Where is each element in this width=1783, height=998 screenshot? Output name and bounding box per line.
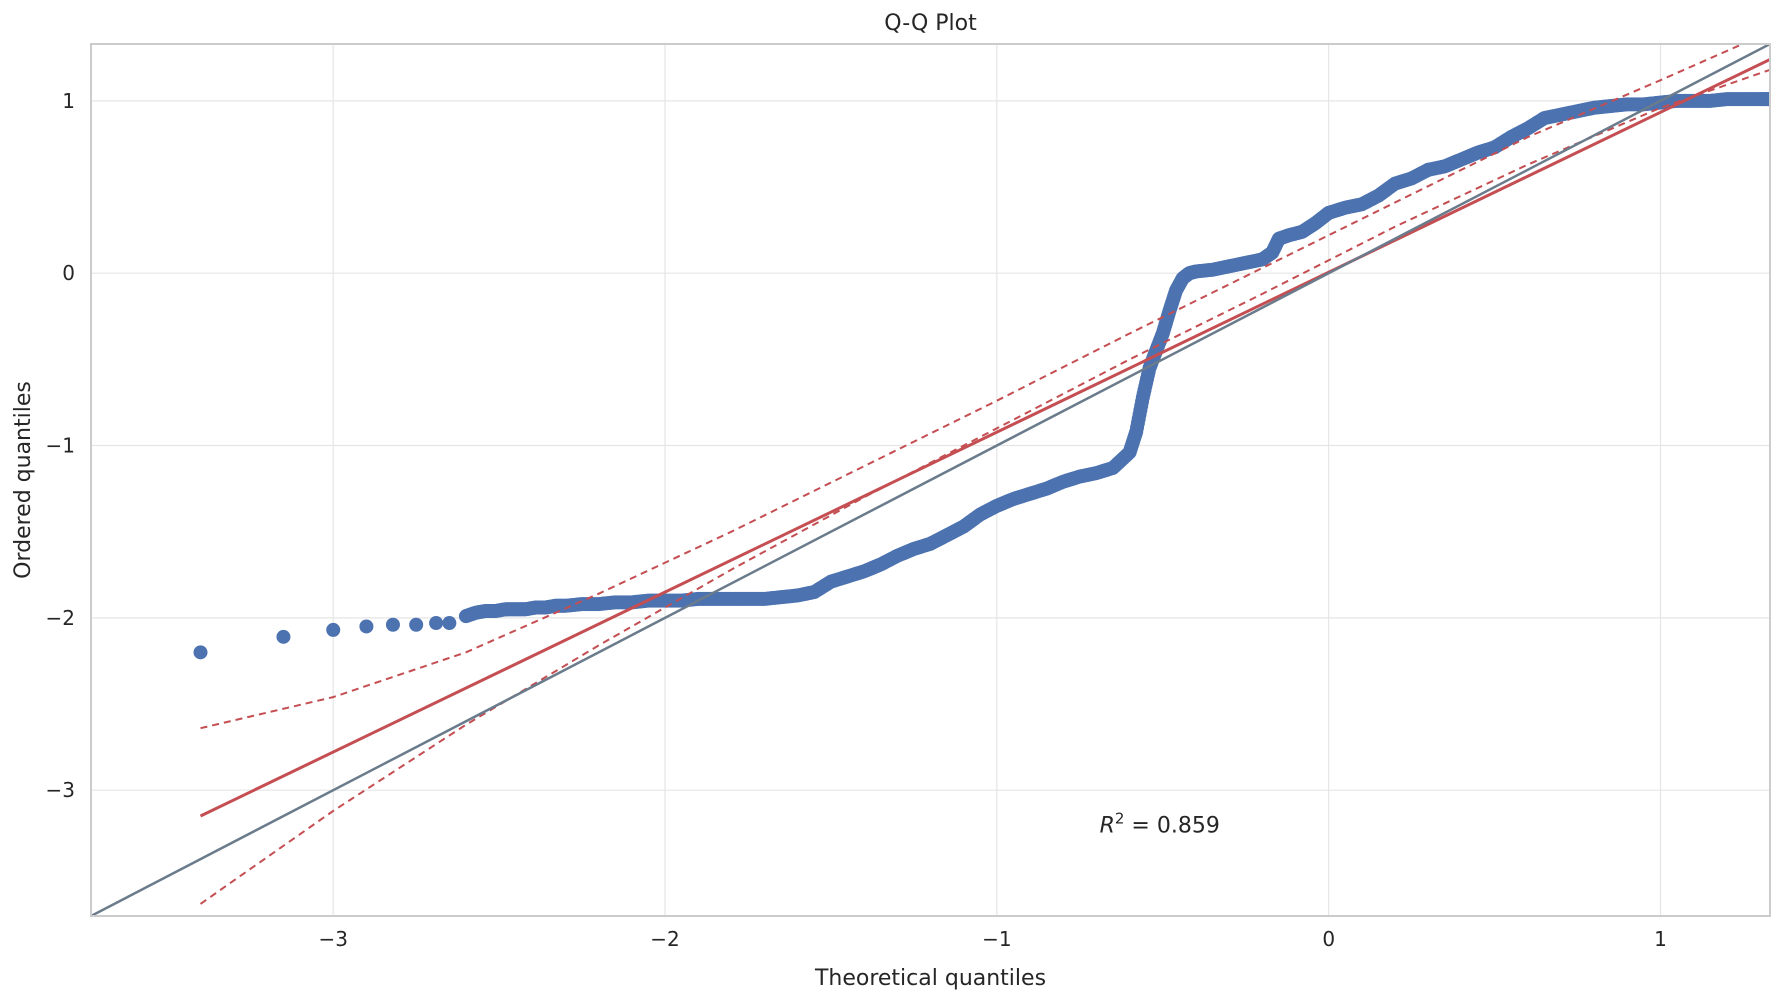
sample-point <box>385 617 400 632</box>
y-tick-label: 0 <box>62 261 75 285</box>
reference-identity-line <box>91 44 1770 916</box>
sample-point <box>442 616 457 631</box>
chart-title: Q-Q Plot <box>884 11 977 36</box>
sample-point <box>276 629 291 644</box>
grid-lines <box>91 44 1770 916</box>
y-tick-label: 1 <box>62 89 75 113</box>
plot-frame <box>90 43 1771 917</box>
x-axis-label: Theoretical quantiles <box>814 966 1046 991</box>
y-axis-label: Ordered quantiles <box>11 381 36 579</box>
y-tick-label: −2 <box>46 606 75 630</box>
sample-point <box>193 645 208 660</box>
sample-point <box>429 616 444 631</box>
confidence-band-line <box>199 68 1770 905</box>
plot-series <box>91 44 1770 916</box>
r-squared-annotation: R2 = 0.859 <box>1100 810 1220 839</box>
x-tick-label: −1 <box>982 927 1011 951</box>
sample-point <box>409 617 424 632</box>
confidence-band-line <box>200 44 1746 730</box>
r-squared-sup: 2 <box>1115 810 1125 828</box>
sample-points <box>193 92 1770 660</box>
sample-point <box>359 619 374 634</box>
x-tick-label: 1 <box>1654 927 1667 951</box>
tick-labels: −3 −2 −1 0 1 −3 −2 −1 0 1 <box>46 89 1667 951</box>
sample-point <box>1763 92 1770 107</box>
y-tick-label: −1 <box>46 434 75 458</box>
x-tick-label: −2 <box>650 927 679 951</box>
x-tick-label: 0 <box>1322 927 1335 951</box>
x-tick-label: −3 <box>318 927 347 951</box>
sample-point <box>326 622 341 637</box>
fit-line <box>199 58 1770 818</box>
r-squared-var: R <box>1100 814 1115 839</box>
y-tick-label: −3 <box>46 778 75 802</box>
r-squared-value: = 0.859 <box>1124 814 1219 839</box>
